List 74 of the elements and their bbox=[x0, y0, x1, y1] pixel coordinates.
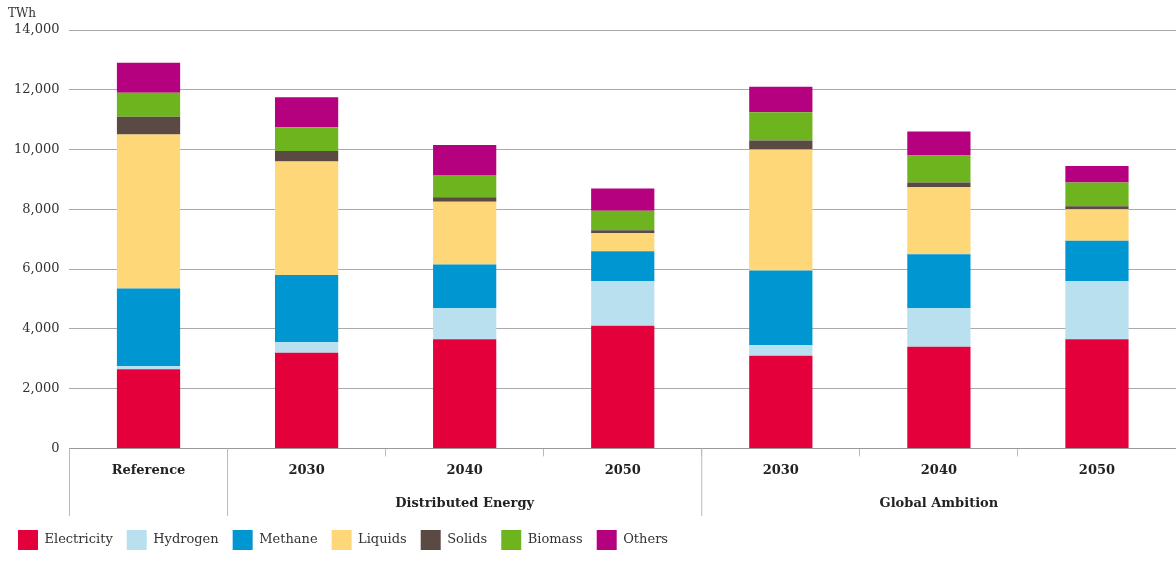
bar bbox=[433, 307, 497, 340]
y-tick-label: 14,000 bbox=[13, 21, 60, 37]
bar bbox=[907, 131, 971, 156]
y-tick-label: 8,000 bbox=[22, 200, 60, 216]
bar bbox=[274, 97, 339, 128]
bar bbox=[274, 127, 339, 152]
bar bbox=[591, 325, 655, 448]
bar bbox=[591, 230, 655, 234]
bar bbox=[907, 182, 971, 187]
bar bbox=[749, 149, 813, 271]
legend-label: Solids bbox=[447, 531, 488, 547]
bar bbox=[116, 92, 181, 117]
bar bbox=[749, 270, 813, 346]
x-tick-label: Reference bbox=[111, 461, 186, 477]
x-tick-label: 2040 bbox=[920, 461, 957, 477]
legend-label: Others bbox=[623, 531, 669, 547]
bar bbox=[1065, 182, 1129, 207]
bar bbox=[591, 233, 655, 252]
bar bbox=[433, 197, 497, 202]
bar bbox=[1065, 281, 1129, 340]
bar bbox=[116, 116, 181, 135]
bar bbox=[1065, 240, 1129, 282]
y-tick-label: 10,000 bbox=[13, 140, 60, 156]
bar bbox=[116, 62, 181, 93]
bar bbox=[1065, 165, 1129, 183]
bar bbox=[433, 145, 497, 175]
bar bbox=[591, 281, 655, 326]
legend-label: Hydrogen bbox=[153, 531, 220, 547]
y-tick-label: 2,000 bbox=[22, 380, 60, 395]
x-tick-label: 2050 bbox=[1078, 461, 1116, 477]
y-tick-label: 12,000 bbox=[13, 81, 60, 97]
bar bbox=[433, 264, 497, 308]
bar bbox=[907, 307, 971, 347]
bar bbox=[749, 345, 813, 356]
bar bbox=[591, 188, 655, 211]
bar bbox=[1065, 206, 1129, 210]
y-tick-label: 4,000 bbox=[22, 320, 60, 336]
text: Distributed Energy bbox=[395, 495, 535, 511]
bar bbox=[433, 174, 497, 198]
x-tick-label: 2030 bbox=[288, 461, 325, 477]
legend-label: Liquids bbox=[358, 531, 407, 547]
bar bbox=[116, 369, 181, 448]
bar bbox=[116, 366, 181, 370]
bar bbox=[591, 210, 655, 231]
bar bbox=[274, 275, 339, 343]
y-tick-label: 6,000 bbox=[22, 260, 60, 276]
bar bbox=[749, 86, 813, 113]
text: Global Ambition bbox=[879, 495, 999, 511]
x-tick-label: 2030 bbox=[762, 461, 799, 477]
bar bbox=[749, 140, 813, 150]
bar bbox=[433, 201, 497, 265]
bar bbox=[116, 134, 181, 289]
y-axis-title: TWh bbox=[8, 6, 37, 21]
y-tick-label: 0 bbox=[51, 439, 60, 455]
bar bbox=[1065, 339, 1129, 448]
bar bbox=[907, 155, 971, 183]
bar bbox=[907, 346, 971, 448]
x-tick-label: 2050 bbox=[604, 461, 641, 477]
bar bbox=[116, 288, 181, 367]
bar bbox=[907, 254, 971, 308]
bar bbox=[274, 352, 339, 448]
bar bbox=[591, 251, 655, 282]
bar bbox=[274, 151, 339, 162]
bar bbox=[274, 342, 339, 353]
legend-label: Biomass bbox=[527, 531, 583, 547]
bar bbox=[749, 112, 813, 141]
x-tick-label: 2040 bbox=[446, 461, 483, 477]
bar bbox=[907, 186, 971, 255]
legend-label: Methane bbox=[259, 531, 318, 547]
bar bbox=[1065, 209, 1129, 241]
legend-label: Electricity bbox=[44, 531, 114, 547]
bar bbox=[749, 355, 813, 448]
bar bbox=[433, 339, 497, 448]
bar bbox=[274, 161, 339, 276]
